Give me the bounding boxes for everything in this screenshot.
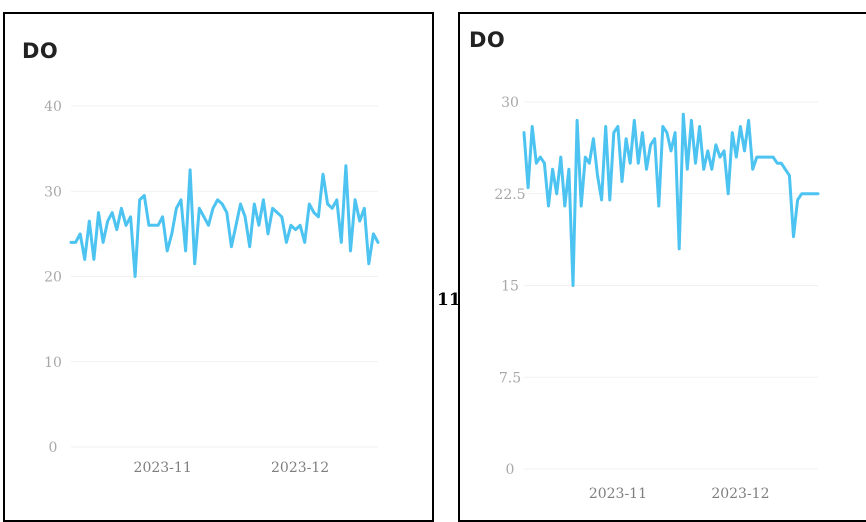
y-tick-label-right: 22.5 xyxy=(494,187,525,203)
y-tick-label-left: 10 xyxy=(44,355,62,371)
y-tick-label-left: 30 xyxy=(44,184,62,200)
chart-panel-left: DO 0 10 20 30 40 2023-11 2023-12 xyxy=(3,12,434,522)
series-line-right xyxy=(522,112,820,287)
chart-title-left: DO xyxy=(22,39,59,63)
y-tick-label-left: 20 xyxy=(44,270,62,286)
between-label: 11 xyxy=(437,290,461,310)
y-tick-label-right: 0 xyxy=(506,462,515,478)
y-tick-label-right: 7.5 xyxy=(499,370,521,386)
x-tick-label-right: 2023-12 xyxy=(711,486,769,502)
y-tick-label-right: 30 xyxy=(501,95,519,111)
x-tick-label-left: 2023-12 xyxy=(271,460,329,476)
y-tick-label-left: 0 xyxy=(49,440,58,456)
y-tick-label-left: 40 xyxy=(44,99,62,115)
chart-panel-right: DO 0 7.5 15 22.5 30 2023-11 2023-12 xyxy=(458,12,866,522)
line-chart-left: 0 10 20 30 40 2023-11 2023-12 xyxy=(44,99,380,476)
line-chart-right: 0 7.5 15 22.5 30 2023-11 2023-12 xyxy=(494,95,820,502)
x-tick-label-left: 2023-11 xyxy=(134,460,192,476)
x-tick-label-right: 2023-11 xyxy=(589,486,647,502)
y-tick-label-right: 15 xyxy=(501,279,519,295)
series-line-left xyxy=(69,164,380,278)
chart-title-right: DO xyxy=(469,28,506,52)
